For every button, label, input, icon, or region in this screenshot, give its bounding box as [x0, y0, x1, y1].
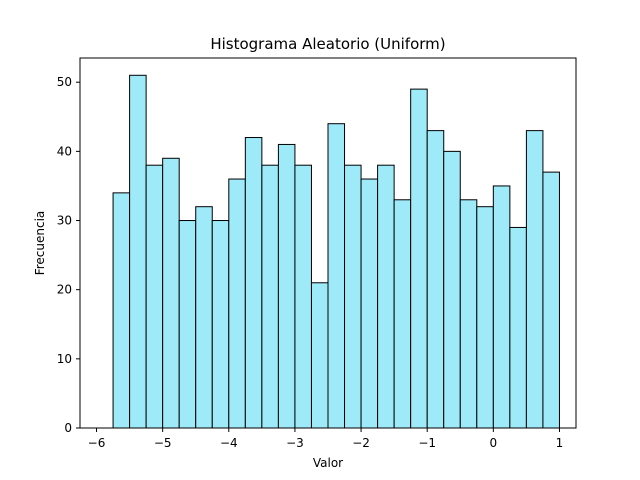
x-tick-label: −6 — [88, 436, 106, 450]
x-tick-label: 0 — [490, 436, 498, 450]
x-axis-label: Valor — [313, 456, 343, 470]
histogram-bar — [509, 226, 527, 429]
histogram-bar — [443, 150, 461, 429]
histogram-bar — [377, 164, 395, 429]
histogram-bar — [112, 192, 131, 429]
histogram-bar — [145, 164, 164, 429]
histogram-bar — [277, 143, 296, 429]
histogram-bar — [228, 178, 246, 429]
bars-layer — [112, 74, 560, 429]
histogram-bar — [542, 171, 560, 429]
histogram-bar — [261, 164, 279, 429]
histogram-bar — [344, 164, 362, 429]
y-tick-label: 50 — [57, 75, 72, 89]
histogram-bar — [310, 282, 329, 429]
histogram-bar — [426, 130, 445, 429]
y-tick-label: 20 — [57, 283, 72, 297]
histogram-bar — [476, 206, 494, 429]
y-axis-ticks: 0 10 20 30 40 50 — [57, 75, 80, 435]
histogram-bar — [525, 130, 544, 429]
x-tick-label: −4 — [220, 436, 238, 450]
histogram-bar — [244, 137, 263, 429]
histogram-bar — [393, 199, 412, 429]
y-tick-label: 10 — [57, 352, 72, 366]
histogram-bar — [178, 220, 197, 429]
x-axis-ticks: −6 −5 −4 −3 −2 −1 0 1 — [88, 428, 564, 450]
histogram-bar — [129, 74, 147, 429]
histogram-bar — [294, 164, 312, 429]
y-axis-label: Frecuencia — [33, 211, 47, 276]
y-tick-label: 0 — [64, 421, 72, 435]
x-tick-label: −5 — [154, 436, 172, 450]
y-tick-label: 40 — [57, 144, 72, 158]
x-tick-label: −1 — [418, 436, 436, 450]
histogram-bar — [492, 185, 511, 429]
y-tick-label: 30 — [57, 214, 72, 228]
plot-frame — [79, 57, 577, 429]
histogram-bar — [459, 199, 478, 429]
histogram-bar — [162, 157, 180, 429]
x-tick-label: 1 — [556, 436, 564, 450]
chart-title: Histograma Aleatorio (Uniform) — [210, 35, 445, 53]
histogram-bar — [211, 220, 230, 429]
x-tick-label: −3 — [286, 436, 304, 450]
histogram-bar — [410, 88, 428, 429]
histogram-bar — [195, 206, 213, 429]
histogram-bar — [327, 123, 346, 429]
x-tick-label: −2 — [352, 436, 370, 450]
histogram-bar — [360, 178, 379, 429]
